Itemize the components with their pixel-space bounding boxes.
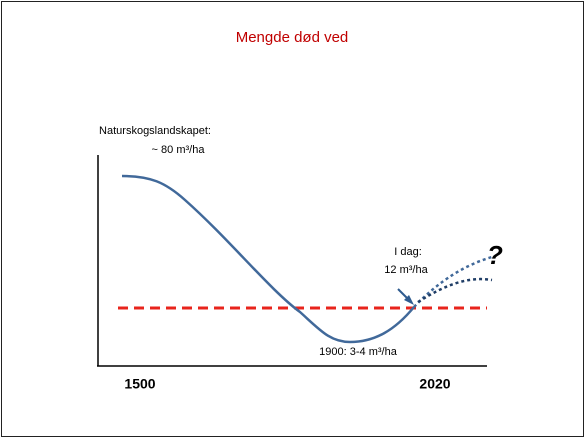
axis-end: 2020 bbox=[419, 376, 450, 392]
title: Mengde død ved bbox=[236, 29, 349, 46]
minimum-label: 1900: 3-4 m³/ha bbox=[319, 346, 398, 358]
future-low bbox=[417, 277, 493, 304]
start-name: Naturskogslandskapet: bbox=[99, 125, 211, 137]
question: ? bbox=[487, 240, 503, 270]
curve bbox=[121, 174, 415, 344]
future-high bbox=[413, 255, 493, 308]
start-value: ~ 80 m³/ha bbox=[152, 144, 206, 156]
axis-start: 1500 bbox=[124, 376, 155, 392]
arrow-head bbox=[404, 295, 414, 305]
today-name: I dag: bbox=[394, 246, 422, 258]
today-value: 12 m³/ha bbox=[384, 264, 428, 276]
